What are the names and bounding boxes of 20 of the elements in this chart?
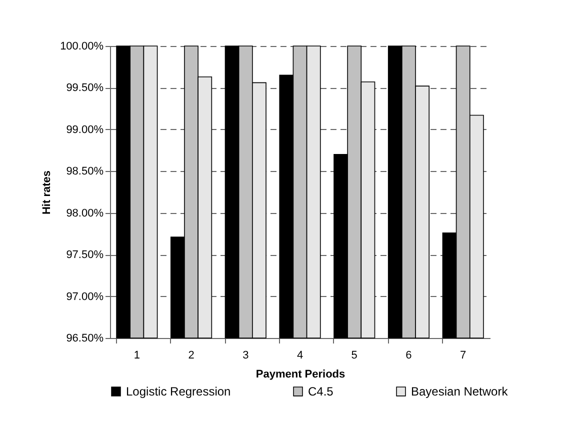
legend-label: C4.5 [308,384,334,398]
y-tick-label: 99.50% [66,82,104,94]
x-axis-title: Payment Periods [256,368,346,380]
y-tick-label: 96.50% [66,332,104,344]
y-tick-label: 98.00% [66,207,104,220]
y-tick-label: 99.00% [66,124,104,136]
y-tick-label: 98.50% [66,166,104,178]
x-tick-label: 5 [351,350,358,362]
x-tick-label: 3 [242,350,249,362]
x-tick-label: 7 [460,350,466,362]
x-tick-label: 4 [296,350,304,362]
x-tick-label: 1 [134,350,140,362]
y-tick-label: 97.00% [66,290,104,303]
x-tick-label: 2 [188,350,194,362]
legend-label: Logistic Regression [126,384,231,398]
y-tick-label: 97.50% [66,249,104,262]
y-axis-title: Hit rates [41,170,54,215]
legend-label: Bayesian Network [411,384,509,398]
x-tick-label: 6 [406,350,412,362]
y-tick-label: 100.00% [60,40,104,52]
